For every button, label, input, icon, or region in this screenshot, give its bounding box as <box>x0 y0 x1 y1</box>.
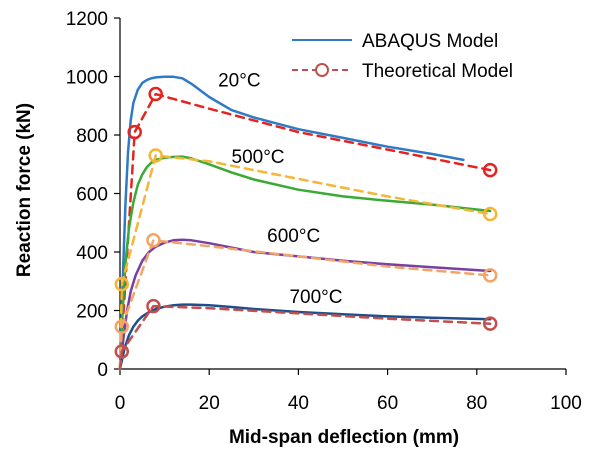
series-layer <box>114 75 498 371</box>
temperature-label: 600°C <box>267 226 320 247</box>
theoretical-line-700c <box>118 304 492 371</box>
theoretical-marker-700c <box>146 298 161 314</box>
abaqus-line-20c <box>118 75 465 371</box>
x-tick-label: 20 <box>199 393 220 414</box>
theoretical-marker-700c <box>482 316 498 331</box>
theoretical-marker-600c <box>482 268 498 283</box>
x-tick-label: 80 <box>466 393 487 414</box>
y-tick-label: 200 <box>76 302 108 323</box>
theoretical-marker-600c <box>114 319 130 334</box>
legend-theoretical-marker <box>315 63 329 77</box>
temperature-label: 20°C <box>218 71 260 92</box>
temperature-label: 700°C <box>289 287 342 308</box>
x-tick-label: 0 <box>115 393 126 414</box>
legend-theoretical-label: Theoretical Model <box>362 61 513 82</box>
theoretical-marker-500c <box>114 276 130 292</box>
x-tick-label: 100 <box>550 393 582 414</box>
theoretical-marker-500c <box>482 206 498 222</box>
x-tick-label: 60 <box>377 393 398 414</box>
abaqus-line-500c <box>118 155 492 371</box>
theoretical-marker-20c <box>148 86 163 102</box>
y-tick-label: 400 <box>76 243 108 264</box>
legend-abaqus-label: ABAQUS Model <box>362 31 498 52</box>
temperature-labels: 20°C 500°C 600°C 700°C <box>218 71 342 308</box>
abaqus-line-600c <box>118 238 492 371</box>
axes: 0 200 400 600 800 1000 1200 0 20 40 60 80 100 <box>66 9 582 414</box>
y-tick-label: 0 <box>97 360 108 381</box>
theoretical-marker-20c <box>127 124 142 140</box>
legend: ABAQUS Model Theoretical Model <box>292 31 513 82</box>
x-axis-title: Mid-span deflection (mm) <box>229 427 459 448</box>
theoretical-marker-600c <box>146 233 161 248</box>
theoretical-marker-20c <box>482 162 498 178</box>
theoretical-marker-700c <box>114 344 130 359</box>
abaqus-line-700c <box>118 303 492 371</box>
theoretical-line-600c <box>118 239 492 371</box>
y-tick-label: 1200 <box>66 9 108 30</box>
theoretical-line-500c <box>118 154 492 371</box>
theoretical-line-20c <box>118 92 492 371</box>
x-tick-label: 40 <box>288 393 309 414</box>
y-axis-title: Reaction force (kN) <box>14 103 35 277</box>
y-tick-label: 800 <box>76 126 108 147</box>
y-tick-label: 1000 <box>66 68 108 89</box>
temperature-label: 500°C <box>232 147 285 168</box>
y-tick-label: 600 <box>76 185 108 206</box>
theoretical-marker-500c <box>148 148 163 163</box>
